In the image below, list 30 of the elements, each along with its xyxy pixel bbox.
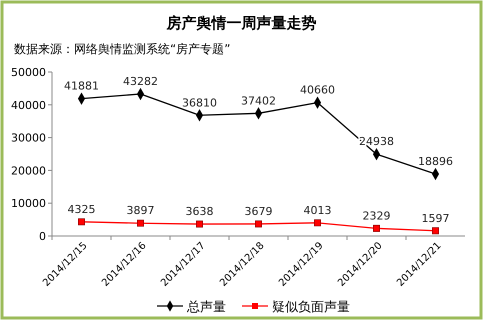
data-label: 41881 xyxy=(64,80,99,93)
data-label: 4325 xyxy=(68,202,96,216)
y-tick-label: 50000 xyxy=(11,66,46,79)
data-label: 1597 xyxy=(422,212,450,225)
point xyxy=(137,220,144,227)
data-label: 3897 xyxy=(126,204,154,218)
data-label: 36810 xyxy=(182,96,217,110)
y-tick-label: 30000 xyxy=(11,132,46,145)
y-tick-label: 10000 xyxy=(11,197,46,210)
data-label: 37402 xyxy=(241,94,276,108)
y-tick-label: 20000 xyxy=(11,164,46,178)
data-label: 3638 xyxy=(186,205,214,218)
point xyxy=(373,224,380,232)
point xyxy=(196,220,203,228)
chart-title: 房产舆情一周声量走势 xyxy=(166,14,316,32)
point xyxy=(314,219,321,226)
data-label: 4013 xyxy=(304,204,332,217)
point xyxy=(78,218,85,226)
y-tick-label: 0 xyxy=(39,230,46,243)
data-label: 3679 xyxy=(244,204,272,218)
legend-label: 总声量 xyxy=(186,300,226,315)
y-tick-label: 40000 xyxy=(11,98,46,112)
point xyxy=(255,220,262,228)
data-label: 40660 xyxy=(300,84,335,97)
legend-label: 疑似负面声量 xyxy=(272,300,350,315)
data-label: 2329 xyxy=(362,209,390,222)
data-label: 43282 xyxy=(123,75,158,88)
point xyxy=(432,227,439,234)
chart-subtitle: 数据来源：网络舆情监测系统“房产专题” xyxy=(14,42,230,56)
data-label: 18896 xyxy=(418,155,453,168)
